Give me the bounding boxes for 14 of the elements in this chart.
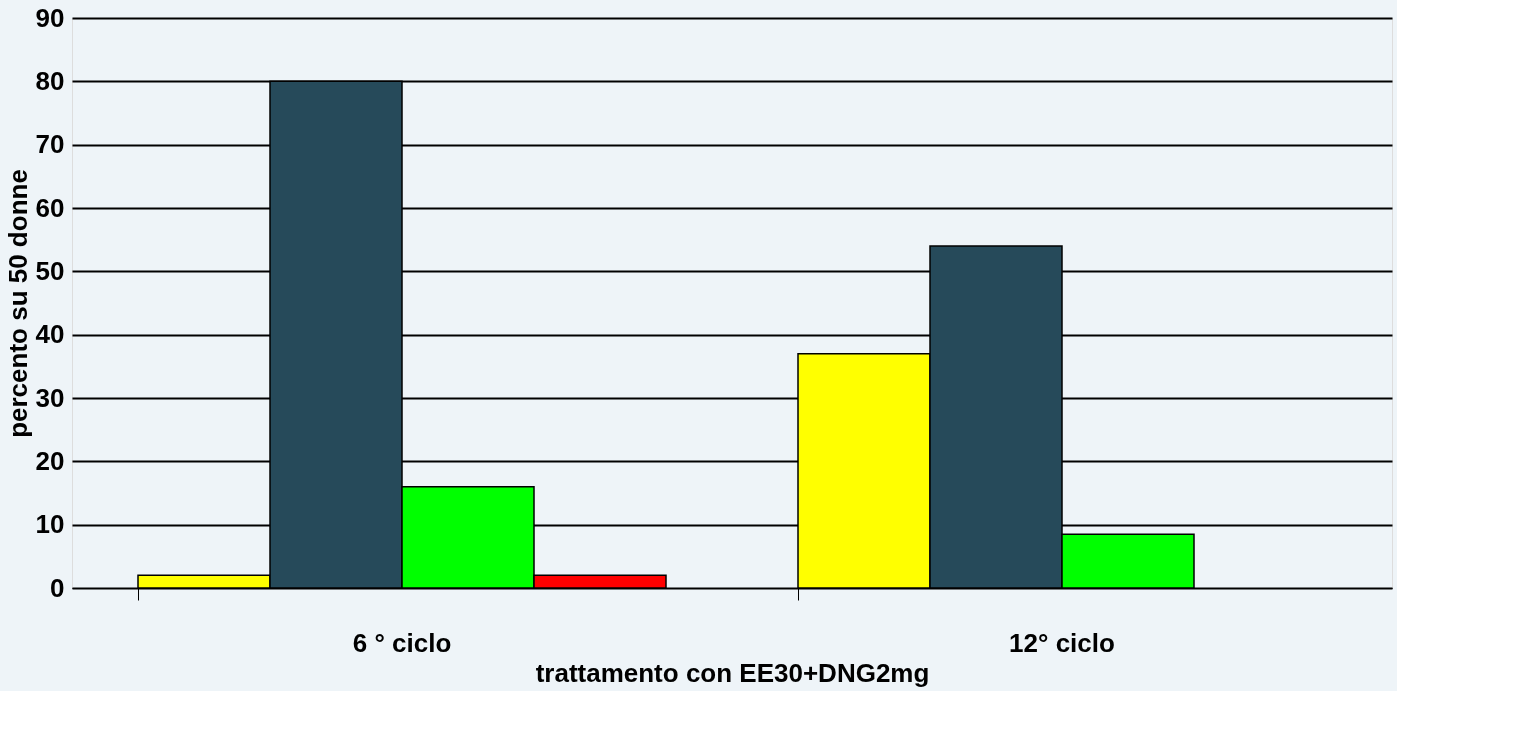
y-tick-label: 70 [35,129,65,160]
y-tick-label: 40 [35,319,65,350]
x-tick-label: 6 ° ciclo [352,627,452,658]
y-tick-label: 80 [35,65,65,96]
y-tick-label: 90 [35,2,65,33]
y-tick-label: 20 [35,445,65,476]
x-tick-label: 12° ciclo [1009,627,1115,658]
y-tick-label: 10 [35,509,65,540]
y-tick-label: 60 [35,192,65,223]
x-axis-title: trattamento con EE30+DNG2mg [535,657,930,688]
y-tick-label: 30 [35,382,65,413]
y-axis-title: percento su 50 donne [2,169,33,438]
y-tick-label: 50 [35,255,65,286]
y-tick-label: 0 [50,572,65,603]
